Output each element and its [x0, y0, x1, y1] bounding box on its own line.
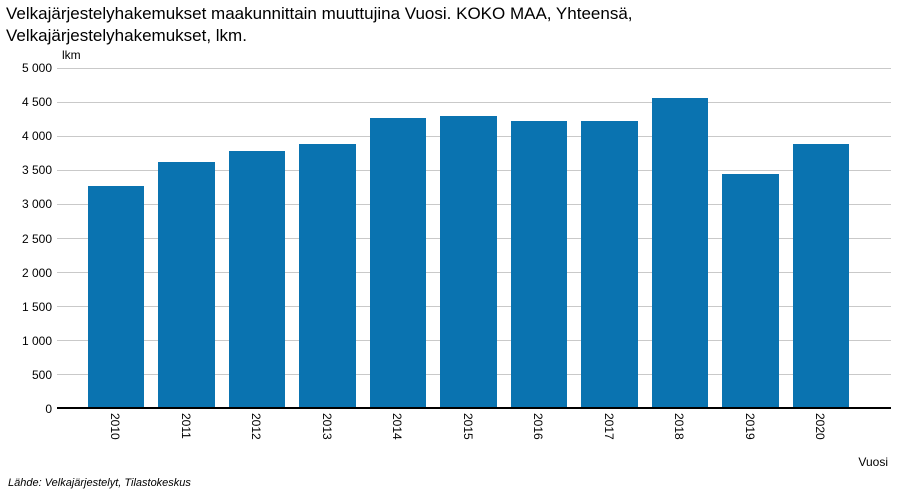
- x-tick-label-2014: 2014: [390, 413, 405, 440]
- bar-2015: [440, 116, 497, 409]
- y-tick-label-500: 500: [31, 367, 52, 382]
- bar-2017: [581, 120, 638, 409]
- chart-title-line-1: Velkajärjestelyhakemukset maakunnittain …: [6, 4, 633, 23]
- y-tick-label-1500: 1 500: [21, 299, 52, 314]
- x-tick-label-2013: 2013: [319, 413, 334, 440]
- bar-2016: [510, 120, 567, 409]
- y-tick-label-5000: 5 000: [21, 61, 52, 75]
- plot-area: [57, 67, 891, 409]
- x-tick-label-2011: 2011: [178, 413, 193, 439]
- y-tick-label-4000: 4 000: [21, 129, 52, 144]
- x-axis-title: Vuosi: [858, 455, 888, 469]
- bar-2010: [87, 186, 144, 409]
- chart-title-line-2: Velkajärjestelyhakemukset, lkm.: [6, 25, 247, 45]
- y-tick-label-2000: 2 000: [21, 265, 52, 280]
- x-tick-label-2016: 2016: [531, 413, 546, 440]
- y-tick-label-0: 0: [45, 402, 52, 416]
- gridline-5000: [57, 67, 891, 69]
- y-tick-label-3500: 3 500: [21, 163, 52, 178]
- bar-2013: [299, 143, 356, 409]
- x-tick-label-2017: 2017: [601, 413, 616, 440]
- gridline-4500: [57, 101, 891, 103]
- x-tick-label-2020: 2020: [813, 413, 828, 440]
- y-tick-label-4500: 4 500: [21, 95, 52, 110]
- x-axis-line: [57, 407, 891, 409]
- bar-2019: [722, 173, 779, 409]
- bar-2012: [228, 150, 285, 409]
- x-tick-label-2015: 2015: [460, 413, 475, 440]
- y-tick-label-2500: 2 500: [21, 231, 52, 246]
- x-tick-label-2010: 2010: [108, 413, 123, 440]
- bar-2014: [369, 118, 426, 409]
- y-tick-label-3000: 3 000: [21, 197, 52, 212]
- x-tick-label-2012: 2012: [249, 413, 264, 440]
- bar-2011: [158, 162, 215, 409]
- y-tick-label-1000: 1 000: [21, 333, 52, 348]
- x-tick-label-2019: 2019: [742, 413, 757, 440]
- bar-2018: [651, 98, 708, 409]
- y-axis-unit-label: lkm: [62, 48, 81, 62]
- bar-2020: [792, 144, 849, 409]
- chart-title: Velkajärjestelyhakemukset maakunnittain …: [6, 3, 633, 46]
- source-note: Lähde: Velkajärjestelyt, Tilastokeskus: [8, 477, 191, 489]
- x-tick-label-2018: 2018: [672, 413, 687, 440]
